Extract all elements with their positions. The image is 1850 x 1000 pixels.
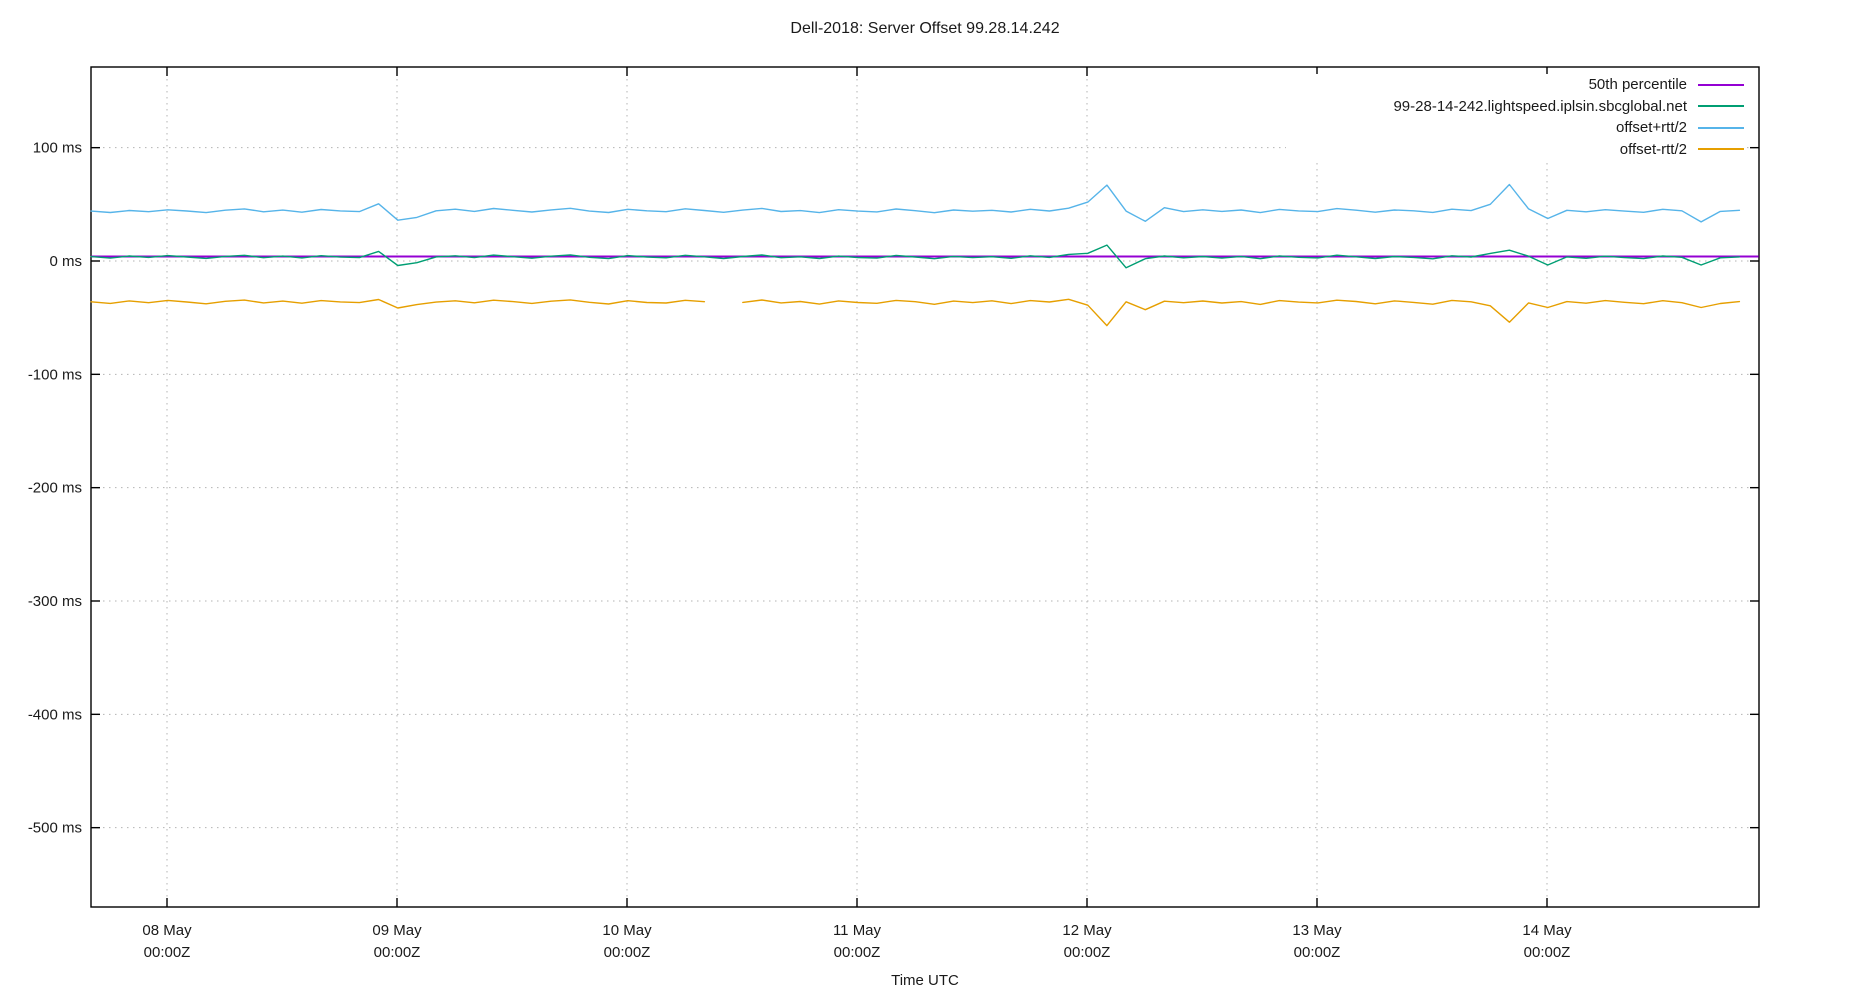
legend-line-swatch-green (1698, 105, 1744, 108)
x-tick-label-time: 00:00Z (604, 944, 651, 961)
series-line-offset-rtt-2 (90, 183, 1741, 223)
series-offset-rtt-2 (90, 298, 1741, 327)
legend-label: offset+rtt/2 (1615, 119, 1687, 136)
legend-label: 99-28-14-242.lightspeed.iplsin.sbcglobal… (1393, 97, 1687, 115)
y-tick-label: 100 ms (33, 140, 82, 157)
x-tick-label-time: 00:00Z (834, 944, 881, 961)
x-tick-label-date: 09 May (372, 922, 422, 939)
x-tick-label-date: 10 May (602, 922, 652, 939)
x-tick-label-time: 00:00Z (1294, 944, 1341, 961)
y-tick-label: -300 ms (28, 593, 82, 610)
x-axis-title: Time UTC (891, 972, 959, 989)
x-tick-label-date: 08 May (142, 922, 192, 939)
x-tick-label-date: 13 May (1292, 922, 1342, 939)
y-tick-label: -400 ms (28, 706, 82, 723)
x-tick-label-date: 14 May (1522, 922, 1572, 939)
legend-line-swatch-purple (1698, 83, 1744, 86)
x-tick-label-time: 00:00Z (1064, 944, 1111, 961)
legend-row-offset-plus-rtt: offset+rtt/2 (1286, 117, 1746, 139)
plot-border-and-ticks (90, 66, 1760, 908)
legend: 50th percentile 99-28-14-242.lightspeed.… (1286, 74, 1746, 162)
y-tick-label: -200 ms (28, 480, 82, 497)
legend-row-50th-percentile: 50th percentile (1286, 74, 1746, 96)
legend-row-hostname: 99-28-14-242.lightspeed.iplsin.sbcglobal… (1286, 96, 1746, 118)
legend-label: offset-rtt/2 (1619, 140, 1687, 158)
gridlines (91, 67, 1759, 907)
x-tick-label-date: 12 May (1062, 922, 1112, 939)
legend-row-offset-minus-rtt: offset-rtt/2 (1286, 139, 1746, 161)
series-99-28-14-242-lightspeed-iplsin-sbcglobal-net (90, 244, 1741, 269)
y-tick-label: -100 ms (28, 366, 82, 383)
series-offset-rtt-2 (90, 183, 1741, 223)
x-tick-label-time: 00:00Z (1524, 944, 1571, 961)
series-line-offset-rtt-2 (90, 298, 1741, 327)
y-tick-label: 0 ms (49, 253, 82, 270)
plot-border (90, 66, 1760, 908)
x-tick-label-date: 11 May (833, 922, 882, 939)
legend-label: 50th percentile (1588, 76, 1687, 93)
chart-title: Dell-2018: Server Offset 99.28.14.242 (790, 20, 1060, 37)
y-tick-label: -500 ms (28, 820, 82, 837)
legend-line-swatch-skyblue (1698, 126, 1744, 129)
x-tick-label-time: 00:00Z (374, 944, 421, 961)
legend-line-swatch-orange (1698, 148, 1744, 151)
series-line-99-28-14-242-lightspeed-iplsin-sbcglobal-net (90, 244, 1741, 269)
x-tick-label-time: 00:00Z (144, 944, 191, 961)
tick-labels: 100 ms 0 ms -100 ms -200 ms -300 ms -400 ms -5… (28, 140, 1572, 961)
